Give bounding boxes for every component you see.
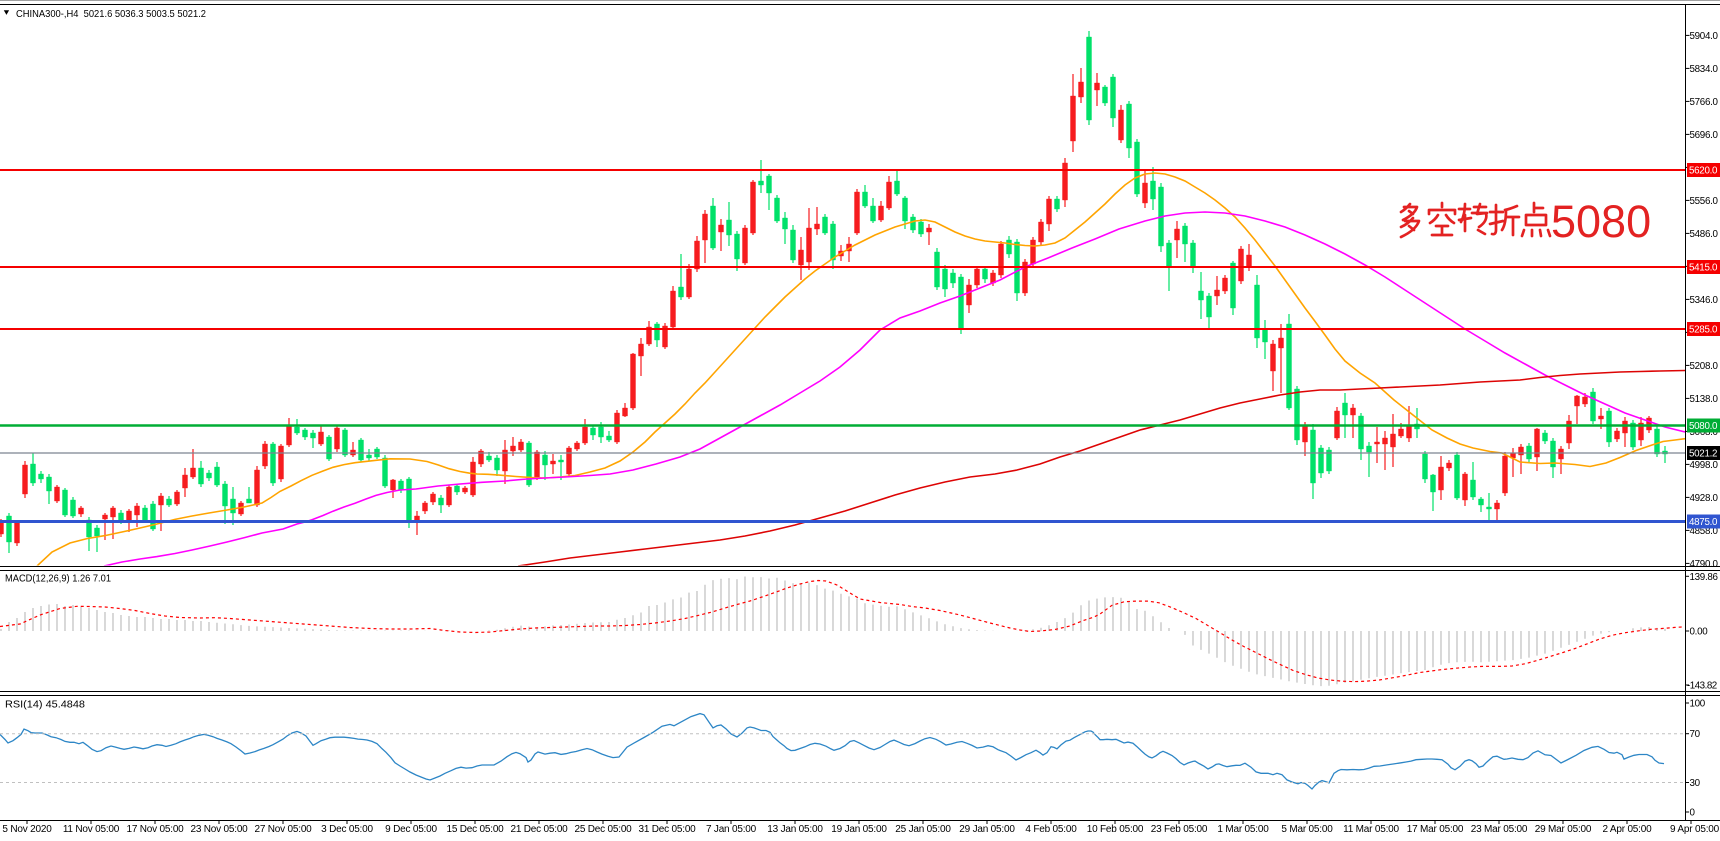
svg-text:5 Mar 05:00: 5 Mar 05:00: [1281, 824, 1333, 835]
svg-text:29 Jan 05:00: 29 Jan 05:00: [959, 824, 1015, 835]
svg-text:13 Jan 05:00: 13 Jan 05:00: [767, 824, 823, 835]
svg-text:25 Jan 05:00: 25 Jan 05:00: [895, 824, 951, 835]
svg-text:17 Mar 05:00: 17 Mar 05:00: [1407, 824, 1464, 835]
svg-text:23 Feb 05:00: 23 Feb 05:00: [1151, 824, 1208, 835]
svg-text:5766.0: 5766.0: [1690, 97, 1719, 108]
svg-text:139.86: 139.86: [1690, 572, 1719, 583]
svg-text:4858.0: 4858.0: [1690, 526, 1719, 537]
svg-text:100: 100: [1690, 699, 1706, 710]
svg-text:9 Apr 05:00: 9 Apr 05:00: [1670, 824, 1720, 835]
svg-text:5486.0: 5486.0: [1690, 229, 1719, 240]
svg-text:31 Dec 05:00: 31 Dec 05:00: [638, 824, 696, 835]
svg-text:-143.82: -143.82: [1687, 681, 1717, 692]
svg-text:21 Dec 05:00: 21 Dec 05:00: [510, 824, 568, 835]
svg-text:70: 70: [1690, 729, 1701, 740]
svg-text:5208.0: 5208.0: [1690, 361, 1719, 372]
svg-text:4875.0: 4875.0: [1689, 517, 1718, 528]
svg-text:1 Mar 05:00: 1 Mar 05:00: [1217, 824, 1269, 835]
svg-text:5080.0: 5080.0: [1689, 421, 1718, 432]
svg-text:4790.0: 4790.0: [1690, 559, 1719, 570]
svg-text:11 Nov 05:00: 11 Nov 05:00: [63, 824, 120, 835]
svg-text:4998.0: 4998.0: [1690, 460, 1719, 471]
svg-text:5620.0: 5620.0: [1689, 166, 1718, 177]
svg-text:23 Mar 05:00: 23 Mar 05:00: [1471, 824, 1528, 835]
svg-text:5696.0: 5696.0: [1690, 130, 1719, 141]
svg-text:7 Jan 05:00: 7 Jan 05:00: [706, 824, 757, 835]
svg-text:5556.0: 5556.0: [1690, 196, 1719, 207]
svg-text:10 Feb 05:00: 10 Feb 05:00: [1087, 824, 1144, 835]
svg-text:2 Apr 05:00: 2 Apr 05:00: [1603, 824, 1653, 835]
svg-text:CHINA300-,H4 5021.6 5036.3 50: CHINA300-,H4 5021.6 5036.3 5003.5 5021.2: [16, 9, 206, 20]
svg-text:MACD(12,26,9) 1.26 7.01: MACD(12,26,9) 1.26 7.01: [5, 574, 111, 585]
svg-text:0: 0: [1690, 808, 1696, 819]
svg-text:5080: 5080: [1551, 196, 1651, 247]
svg-text:15 Dec 05:00: 15 Dec 05:00: [446, 824, 504, 835]
svg-text:30: 30: [1690, 778, 1701, 789]
svg-text:19 Jan 05:00: 19 Jan 05:00: [831, 824, 887, 835]
svg-text:11 Mar 05:00: 11 Mar 05:00: [1343, 824, 1399, 835]
svg-text:4 Feb 05:00: 4 Feb 05:00: [1025, 824, 1077, 835]
svg-text:29 Mar 05:00: 29 Mar 05:00: [1535, 824, 1592, 835]
svg-text:9 Dec 05:00: 9 Dec 05:00: [385, 824, 437, 835]
svg-text:4928.0: 4928.0: [1690, 493, 1719, 504]
svg-text:0.00: 0.00: [1690, 627, 1709, 638]
svg-text:5346.0: 5346.0: [1690, 295, 1719, 306]
svg-text:5285.0: 5285.0: [1689, 325, 1718, 336]
svg-text:5 Nov 2020: 5 Nov 2020: [2, 824, 52, 835]
svg-text:23 Nov 05:00: 23 Nov 05:00: [190, 824, 248, 835]
svg-text:27 Nov 05:00: 27 Nov 05:00: [254, 824, 312, 835]
svg-text:5904.0: 5904.0: [1690, 31, 1719, 42]
svg-text:5138.0: 5138.0: [1690, 394, 1719, 405]
svg-text:3 Dec 05:00: 3 Dec 05:00: [321, 824, 373, 835]
svg-text:25 Dec 05:00: 25 Dec 05:00: [574, 824, 632, 835]
svg-text:5021.2: 5021.2: [1689, 449, 1717, 460]
svg-text:17 Nov 05:00: 17 Nov 05:00: [126, 824, 184, 835]
svg-text:RSI(14) 45.4848: RSI(14) 45.4848: [5, 700, 85, 711]
svg-text:5415.0: 5415.0: [1689, 263, 1718, 274]
svg-text:5834.0: 5834.0: [1690, 64, 1719, 75]
